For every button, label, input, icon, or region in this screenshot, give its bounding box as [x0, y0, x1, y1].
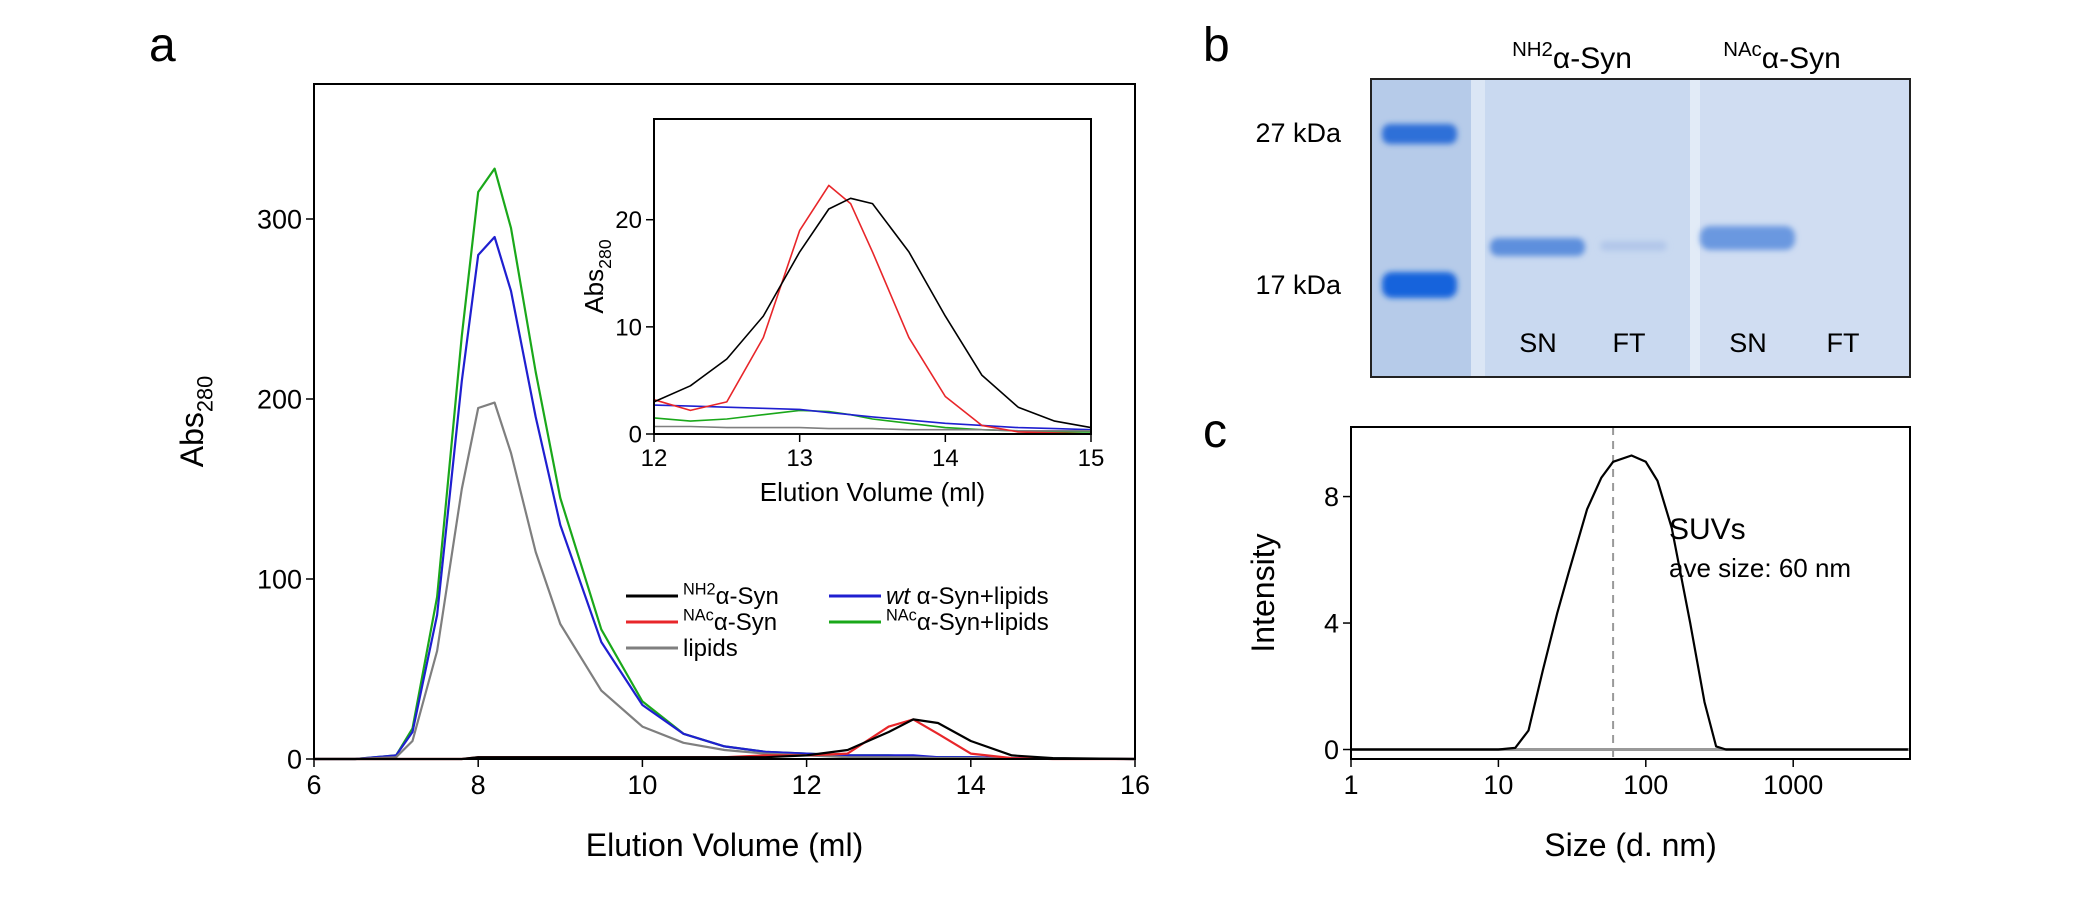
gel-panel: b 27 kDa 17 kDa SN FT SN FT NH2α-Syn NAc…	[1203, 19, 1911, 378]
gel-lane	[1471, 79, 1485, 377]
text-part: α-Syn+lipids	[910, 583, 1049, 610]
chart: c 1 10 100 1000 0 4 8 Size (d. nm) Intensity SUVs a…	[1203, 405, 1911, 863]
y-axis-title: Abs280	[174, 376, 218, 467]
series-line	[653, 404, 1092, 431]
text-part: α-Syn+lipids	[917, 609, 1049, 636]
series-line	[653, 184, 1092, 435]
series-line	[314, 718, 1135, 761]
x-axis-title: Elution Volume (ml)	[760, 477, 985, 507]
gel-band	[1490, 238, 1585, 256]
gel-band	[1382, 272, 1457, 298]
text-part: NAc	[1723, 39, 1762, 61]
plot-background	[654, 119, 1091, 434]
y-axis-title: Intensity	[1245, 533, 1281, 652]
y-tick-label: 100	[257, 564, 302, 594]
y-tick-label: 0	[287, 744, 302, 774]
plot-frame	[1350, 426, 1911, 760]
gel-lane	[1371, 79, 1471, 377]
x-tick-label: 10	[1483, 770, 1513, 800]
y-tick-label: 200	[257, 384, 302, 414]
annotation: SUVs	[1669, 513, 1746, 546]
lane-label: SN	[1519, 328, 1557, 358]
text-part: α-Syn	[716, 583, 779, 610]
lane-label: FT	[1613, 328, 1646, 358]
panel-letter: c	[1203, 405, 1227, 458]
y-tick-label: 300	[257, 204, 302, 234]
text-part: 280	[193, 376, 218, 412]
y-tick-label: 0	[629, 421, 642, 448]
text-part: α-Syn	[1553, 42, 1632, 75]
x-tick-label: 8	[471, 770, 486, 800]
gel-lane	[1690, 79, 1700, 377]
panel-letter: b	[1203, 19, 1230, 72]
text-part: Abs	[174, 412, 210, 467]
x-tick-label: 1	[1343, 770, 1358, 800]
legend-label: NAcα-Syn+lipids	[886, 606, 1049, 636]
text-part: wt	[886, 583, 911, 610]
text-part: NH2	[1512, 39, 1553, 61]
text-part: α-Syn	[1762, 42, 1841, 75]
y-tick-label: 20	[615, 207, 642, 234]
y-axis-title: Abs280	[579, 239, 615, 313]
y-tick-label: 10	[615, 314, 642, 341]
legend-label: lipids	[683, 635, 738, 662]
legend-label: wt α-Syn+lipids	[886, 583, 1049, 610]
plot-frame	[653, 118, 1092, 435]
x-axis-title: Size (d. nm)	[1544, 827, 1716, 863]
chart: 12 13 14 15 0 10 20 Elution Volume (ml) Abs280	[579, 118, 1105, 507]
gel-band	[1700, 226, 1795, 250]
x-tick-label: 16	[1120, 770, 1150, 800]
text-part: Abs	[579, 269, 609, 314]
x-tick-label: 13	[786, 445, 813, 472]
plot-frame	[313, 83, 1136, 760]
x-tick-label: 14	[956, 770, 986, 800]
text-part: NAc	[886, 606, 917, 624]
x-axis-title: Elution Volume (ml)	[586, 827, 863, 863]
x-tick-label: 6	[306, 770, 321, 800]
text-part: NH2	[683, 580, 716, 598]
x-tick-label: 12	[641, 445, 668, 472]
lane-label: SN	[1729, 328, 1767, 358]
x-tick-label: 12	[792, 770, 822, 800]
text-part: 280	[595, 239, 615, 269]
lane-header: NAcα-Syn	[1723, 39, 1841, 75]
series-line	[314, 401, 1136, 761]
marker-label: 17 kDa	[1255, 270, 1342, 300]
y-tick-label: 4	[1324, 608, 1339, 638]
lane-header: NH2α-Syn	[1512, 39, 1632, 75]
gel-band	[1382, 124, 1457, 144]
marker-label: 27 kDa	[1255, 118, 1342, 148]
y-tick-label: 8	[1324, 482, 1339, 512]
panel-letter: a	[149, 19, 176, 72]
legend-label: NH2α-Syn	[683, 580, 779, 610]
y-tick-label: 0	[1324, 735, 1339, 765]
text-part: NAc	[683, 606, 714, 624]
text-part: α-Syn	[714, 609, 777, 636]
x-tick-label: 1000	[1763, 770, 1823, 800]
text-part: Intensity	[1245, 533, 1281, 652]
annotation: ave size: 60 nm	[1669, 553, 1851, 583]
series-line	[314, 718, 1136, 761]
gel-lane	[1485, 79, 1690, 377]
gel-border	[1370, 78, 1911, 378]
lane-label: FT	[1827, 328, 1860, 358]
text-part: lipids	[683, 635, 738, 662]
gel-band	[1600, 241, 1667, 251]
x-tick-label: 100	[1623, 770, 1668, 800]
x-tick-label: 15	[1078, 445, 1105, 472]
x-tick-label: 10	[627, 770, 657, 800]
legend-label: NAcα-Syn	[683, 606, 777, 636]
series-line	[653, 197, 1092, 429]
series-line	[1351, 454, 1908, 751]
x-tick-label: 14	[932, 445, 959, 472]
